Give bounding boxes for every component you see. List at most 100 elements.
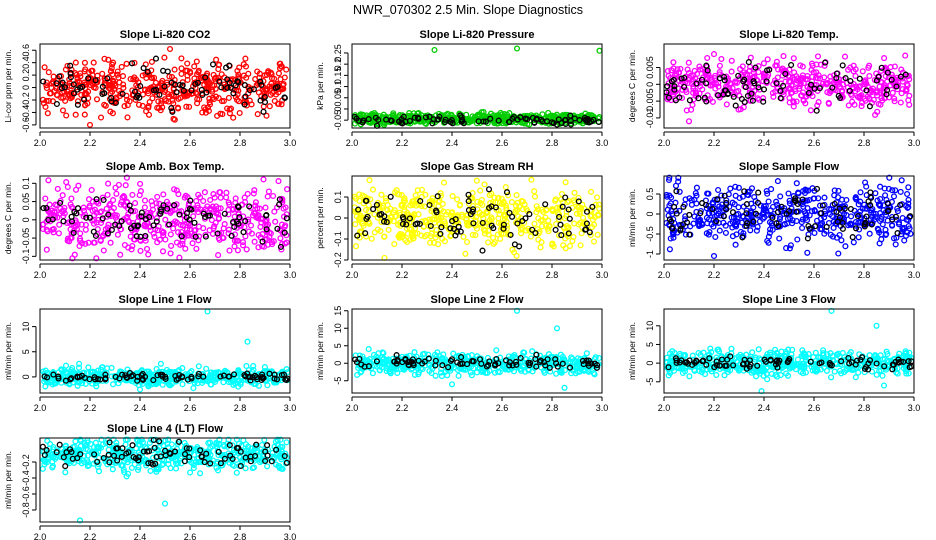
data-point xyxy=(877,101,884,108)
data-point xyxy=(454,196,461,203)
data-point xyxy=(109,61,116,68)
data-point xyxy=(891,98,898,105)
data-point xyxy=(92,77,99,84)
data-point xyxy=(464,116,472,123)
data-point xyxy=(42,103,49,110)
data-point xyxy=(513,192,520,199)
data-point xyxy=(732,102,739,109)
data-point xyxy=(128,60,136,67)
x-tick-label: 3.0 xyxy=(284,138,297,148)
data-points xyxy=(351,45,603,129)
data-point xyxy=(137,247,144,254)
data-point xyxy=(688,106,695,113)
data-point xyxy=(118,63,125,70)
data-point xyxy=(816,85,823,92)
panel-title: Slope Amb. Box Temp. xyxy=(106,161,225,173)
data-point xyxy=(782,70,789,77)
data-point xyxy=(555,116,562,123)
data-point xyxy=(81,96,88,103)
data-point xyxy=(881,66,888,73)
data-point xyxy=(360,117,367,124)
data-point xyxy=(265,188,272,195)
data-point xyxy=(81,111,88,118)
data-point xyxy=(693,80,700,87)
x-axis: 2.0 2.2 2.4 2.6 2.8 3.0 xyxy=(658,131,920,148)
data-point xyxy=(596,47,603,54)
data-point xyxy=(63,179,70,186)
data-point xyxy=(184,60,191,67)
data-point xyxy=(833,70,840,77)
data-point xyxy=(676,94,683,101)
data-point xyxy=(240,229,247,236)
data-point xyxy=(195,69,202,76)
data-point xyxy=(272,84,279,91)
data-point xyxy=(64,183,71,191)
data-point xyxy=(104,75,111,82)
data-point xyxy=(102,102,109,109)
data-point xyxy=(727,185,734,192)
data-point xyxy=(242,63,250,70)
data-point xyxy=(148,67,155,74)
data-point xyxy=(219,111,226,118)
data-point xyxy=(81,59,88,66)
data-point xyxy=(872,111,879,118)
data-point xyxy=(721,87,729,94)
data-point xyxy=(777,95,784,102)
data-point xyxy=(182,245,189,252)
data-point xyxy=(254,111,261,118)
data-point xyxy=(842,243,849,250)
data-point xyxy=(227,76,234,83)
data-point xyxy=(58,94,65,101)
data-point xyxy=(595,118,602,126)
data-point xyxy=(790,55,797,62)
data-point xyxy=(502,184,509,191)
data-point xyxy=(863,87,870,94)
data-point xyxy=(82,240,89,247)
y-axis-label: degrees C per min. xyxy=(627,50,637,122)
chart-panel: Slope Amb. Box Temp.degrees C per min.2.… xyxy=(3,161,296,280)
y-axis: -1-0.500.5 xyxy=(645,188,661,258)
data-point xyxy=(537,244,544,251)
data-point xyxy=(471,114,478,122)
data-point xyxy=(780,53,787,60)
data-point xyxy=(768,186,775,193)
data-point xyxy=(166,73,173,80)
data-points xyxy=(39,174,291,262)
data-point xyxy=(856,75,863,82)
y-tick-label: -0.6 xyxy=(21,117,31,133)
data-point xyxy=(135,101,143,108)
y-tick-label: 0.1 xyxy=(333,191,343,204)
data-point xyxy=(780,82,787,89)
data-point xyxy=(562,179,569,186)
data-point xyxy=(117,251,124,258)
data-point xyxy=(785,190,792,197)
data-point xyxy=(74,86,81,93)
data-point xyxy=(770,81,777,88)
data-point xyxy=(897,99,904,106)
data-point xyxy=(251,238,258,245)
data-point xyxy=(368,235,375,242)
data-point xyxy=(780,91,787,98)
data-point xyxy=(164,68,171,75)
data-point xyxy=(271,75,278,82)
panel-title: Slope Li-820 Temp. xyxy=(739,29,838,41)
data-point xyxy=(528,176,535,183)
data-point xyxy=(567,121,575,128)
data-point xyxy=(881,55,888,62)
data-point xyxy=(838,88,846,95)
data-point xyxy=(728,68,735,75)
data-point xyxy=(713,81,720,88)
data-point xyxy=(855,234,862,241)
data-point xyxy=(808,81,815,88)
data-point xyxy=(171,66,178,73)
data-point xyxy=(261,72,268,79)
data-point xyxy=(493,347,500,354)
y-tick-label: -0.05 xyxy=(333,110,343,131)
data-point xyxy=(236,109,243,117)
data-point xyxy=(262,204,269,211)
x-tick-label: 2.4 xyxy=(134,138,147,148)
data-point xyxy=(847,77,854,85)
data-point xyxy=(217,194,224,201)
